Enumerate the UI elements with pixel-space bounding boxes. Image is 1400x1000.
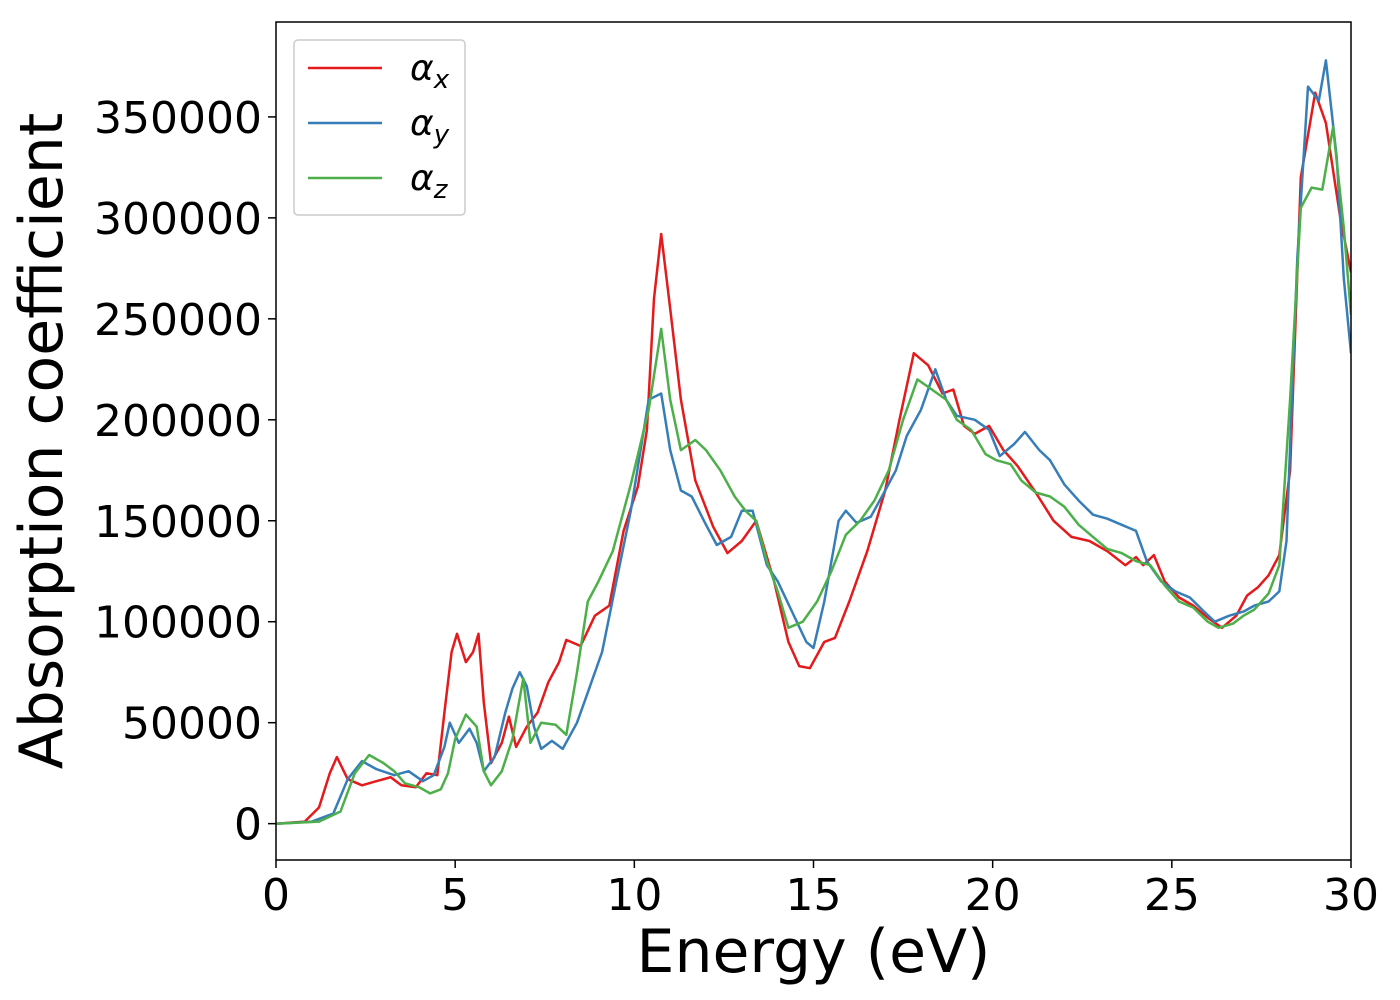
x-tick-label: 10 [606,870,662,921]
y-axis-title: Absorption coefficient [7,113,77,770]
y-tick-label: 150000 [94,497,262,548]
y-tick-label: 200000 [94,396,262,447]
y-tick-label: 250000 [94,295,262,346]
legend-label-x: αx [410,48,450,95]
x-tick-label: 20 [965,870,1021,921]
legend-label-z: αz [410,158,449,205]
y-tick-label: 0 [234,800,262,851]
y-tick-label: 350000 [94,93,262,144]
x-tick-label: 25 [1144,870,1200,921]
x-tick-label: 5 [441,870,469,921]
x-tick-label: 15 [786,870,842,921]
y-tick-label: 300000 [94,194,262,245]
series-line-z [276,125,1351,825]
series-layer [276,59,1351,825]
legend-label-y: αy [410,103,450,150]
y-tick-label: 50000 [122,699,262,750]
y-axis: 0 50000 100000 150000 200000 250000 300000 3500… [94,93,276,851]
x-tick-label: 0 [262,870,290,921]
y-tick-label: 100000 [94,598,262,649]
x-axis: 0 5 10 15 20 25 30 [262,860,1379,921]
x-tick-label: 30 [1323,870,1379,921]
legend: αx αy αz [293,39,466,216]
x-axis-title: Energy (eV) [637,917,991,987]
legend-box [293,39,466,216]
